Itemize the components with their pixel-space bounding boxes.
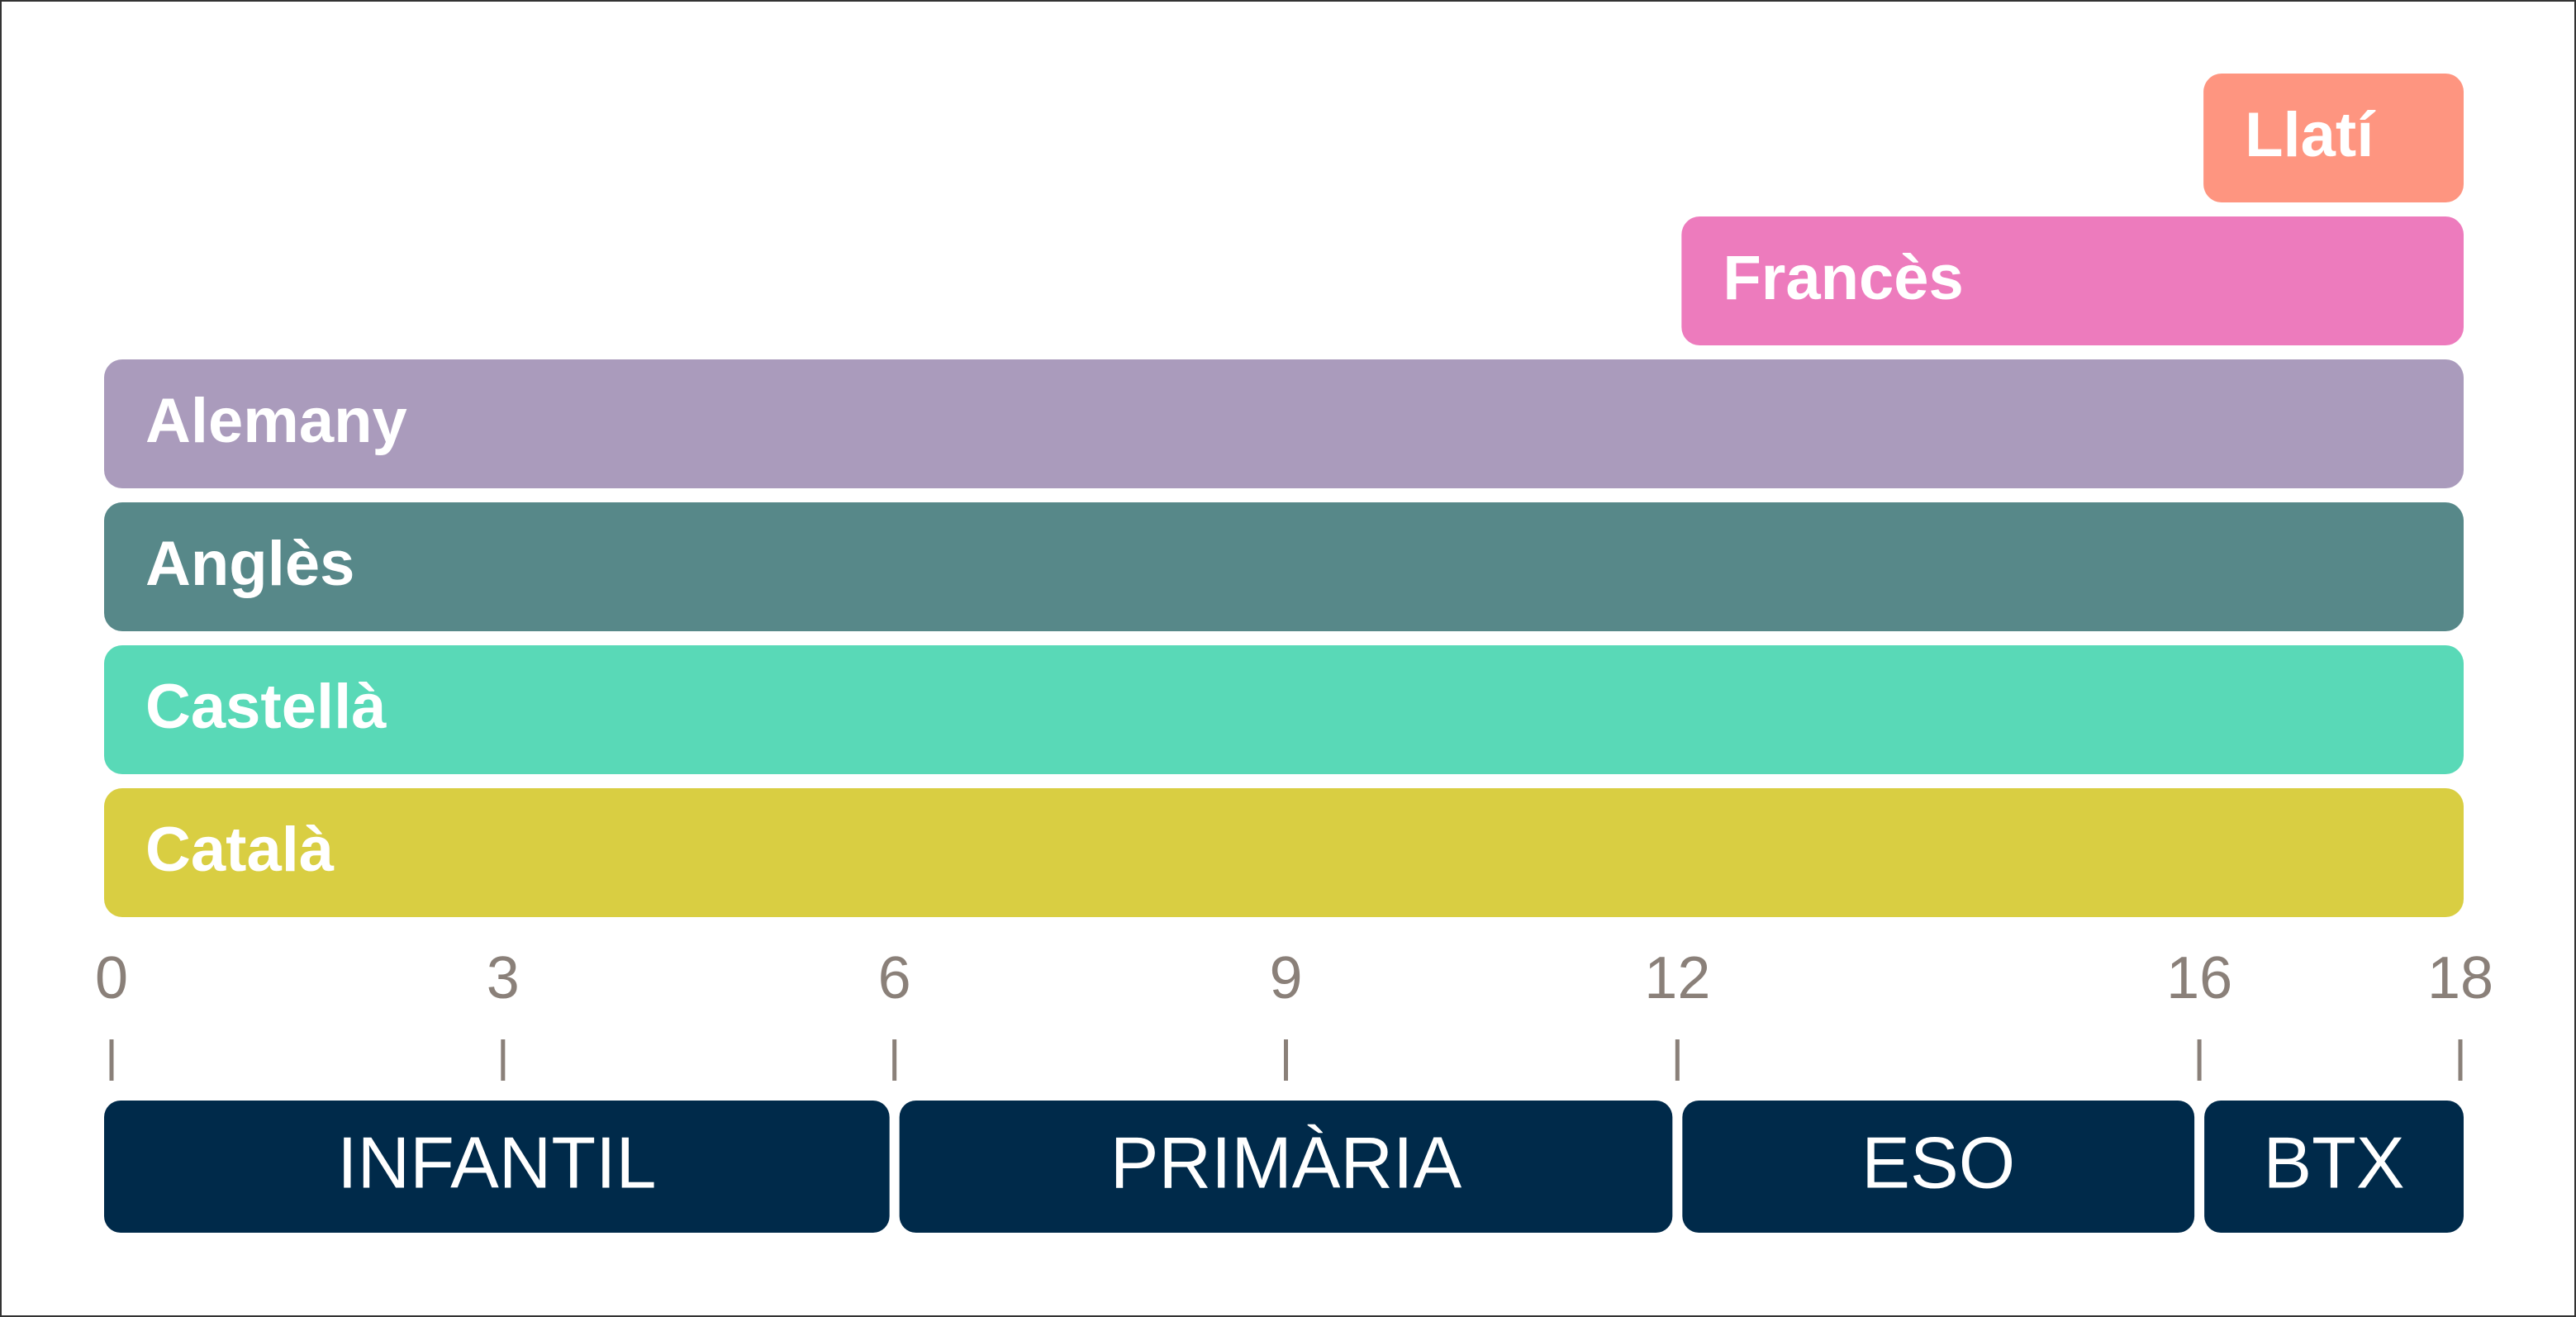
bar-label: Anglès	[145, 529, 354, 599]
range-bar	[104, 502, 2464, 631]
range-bar	[104, 788, 2464, 917]
range-bar	[104, 359, 2464, 488]
stage-label: PRIMÀRIA	[1110, 1121, 1462, 1203]
bar-label: Llatí	[2245, 100, 2376, 170]
stage-label: ESO	[1861, 1121, 2015, 1203]
range-bar	[2203, 74, 2464, 202]
bar-label: Castellà	[145, 672, 387, 742]
bar-label: Francès	[1723, 243, 1964, 313]
x-tick-label: 16	[2166, 945, 2232, 1011]
range-bar	[1681, 216, 2464, 345]
x-tick-label: 18	[2427, 945, 2493, 1011]
x-tick-label: 12	[1644, 945, 1710, 1011]
range-bar	[104, 645, 2464, 774]
stage-label: INFANTIL	[337, 1121, 656, 1203]
stage-bar	[104, 1101, 890, 1233]
x-tick-label: 6	[878, 945, 911, 1011]
x-tick-label: 0	[95, 945, 128, 1011]
stage-bar	[899, 1101, 1673, 1233]
stage-bar	[2204, 1101, 2464, 1233]
bar-label: Alemany	[145, 386, 407, 456]
stage-bar	[1682, 1101, 2195, 1233]
bar-label: Català	[145, 815, 335, 885]
x-tick-label: 3	[487, 945, 520, 1011]
x-tick-label: 9	[1269, 945, 1302, 1011]
stage-label: BTX	[2263, 1121, 2404, 1203]
